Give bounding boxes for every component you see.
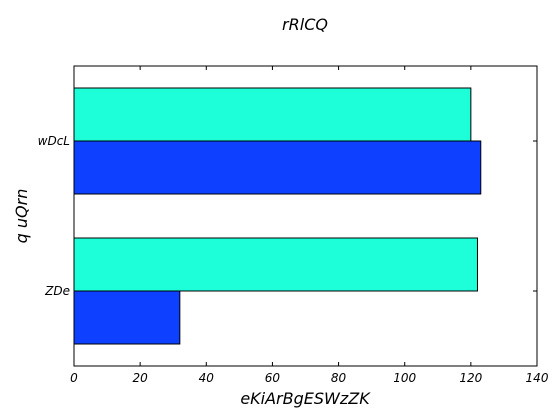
y-axis-label: q uQrn [12,189,31,244]
x-axis-label: eKiArBgESWzZK [240,389,371,408]
x-tick-label: 120 [459,371,482,385]
plot-frame [73,65,538,367]
x-tick-label: 20 [133,371,149,385]
bar-wDcL-series-1 [73,87,472,142]
bar-ZDe-series-1 [73,237,478,292]
x-tick-label: 80 [331,371,347,385]
x-tick-label: 60 [265,371,281,385]
chart-title: rRlCQ [282,15,328,34]
bar-wDcL-series-0 [73,140,482,195]
x-tick-label: 140 [526,371,549,385]
x-tick-label: 40 [199,371,215,385]
x-tick-label: 0 [70,371,78,385]
bars-group [73,87,482,345]
bar-ZDe-series-0 [73,290,181,345]
x-tick-label: 100 [393,371,416,385]
y-ticks-group: ZDe wDcL [38,134,537,298]
x-ticks-group: 0 20 40 60 80 100 120 140 [70,66,549,385]
y-tick-label: ZDe [44,284,70,298]
y-tick-label: wDcL [38,134,70,148]
